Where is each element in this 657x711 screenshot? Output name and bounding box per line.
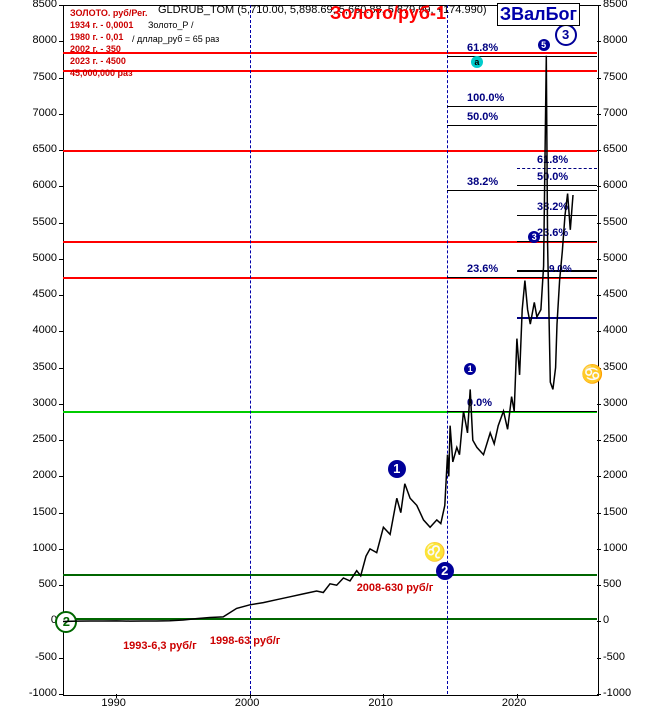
price-path xyxy=(63,56,573,622)
chart-container: -1000-5000500100015002000250030003500400… xyxy=(0,0,657,711)
price-series-svg xyxy=(0,0,657,711)
